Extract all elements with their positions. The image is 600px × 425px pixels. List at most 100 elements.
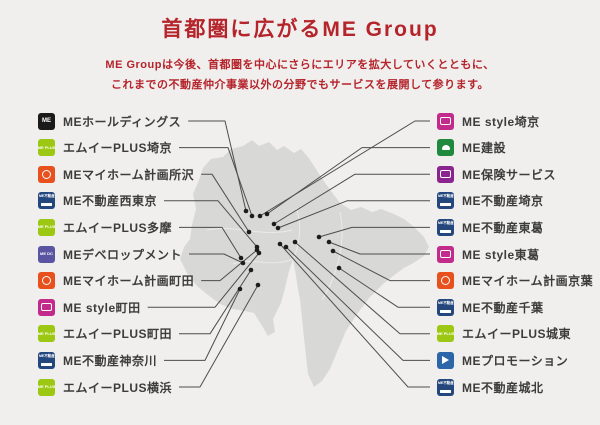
map-dot (275, 225, 281, 231)
company-item: ME PLUS エムイーPLUS埼京 (38, 139, 172, 157)
company-label: ME不動産東葛 (462, 220, 544, 235)
company-item: ME不動産 ME不動産西東京 (38, 192, 157, 210)
me-promotion-logo-icon (437, 351, 454, 369)
logo-glyph-text: ME PLUS (38, 224, 55, 230)
company-label: エムイーPLUS埼京 (63, 141, 173, 156)
me-hoken-logo-icon (437, 165, 454, 183)
company-label: MEマイホーム計画町田 (63, 274, 195, 289)
connector-lines (147, 120, 430, 388)
me-myhome-logo-icon (38, 272, 55, 290)
me-fudosan-logo-icon: ME不動産 (437, 192, 454, 210)
map-dot (330, 248, 336, 254)
me-style-logo-icon (437, 112, 454, 130)
logo-glyph-text: ME (42, 118, 51, 124)
company-label: MEホールディングス (63, 114, 182, 129)
logo-glyph-text: ME DC (40, 251, 53, 256)
company-label: ME不動産埼京 (462, 194, 544, 209)
logo-glyph (441, 145, 450, 151)
company-label: MEプロモーション (462, 353, 569, 368)
company-label: エムイーPLUS城東 (462, 327, 572, 342)
logo-glyph-text: ME PLUS (38, 144, 55, 150)
company-label: エムイーPLUS町田 (63, 327, 173, 342)
connector-line (201, 173, 250, 233)
logo-glyph-text: ME PLUS (38, 330, 55, 336)
company-label: ME style埼京 (462, 114, 540, 129)
company-item: ME不動産 ME不動産千葉 (437, 298, 544, 316)
connector-line (332, 250, 430, 282)
connector-line (279, 243, 430, 388)
map-dot (292, 239, 298, 245)
logo-glyph-text: ME不動産 (438, 300, 454, 305)
me-fudosan-logo-icon: ME不動産 (38, 351, 55, 369)
page-subtitle: ME Groupは今後、首都圏を中心にさらにエリアを拡大していくとともに、 これ… (0, 55, 600, 96)
me-fudosan-logo-icon: ME不動産 (437, 218, 454, 236)
connector-line (179, 269, 252, 335)
company-label: ME不動産神奈川 (63, 353, 158, 368)
map-dot (277, 241, 283, 247)
logo-glyph-text: ME PLUS (437, 330, 454, 336)
page-title: 首都圏に広がるME Group (161, 18, 439, 41)
connector-line (164, 288, 241, 361)
me-fudosan-logo-icon: ME不動産 (38, 192, 55, 210)
kanto-map (180, 140, 429, 387)
company-label: MEマイホーム計画京葉 (462, 274, 594, 289)
connector-line (328, 241, 430, 255)
map-dot (237, 286, 243, 292)
me-plus-logo-icon: ME PLUS (38, 378, 55, 396)
company-item: ME style町田 (38, 298, 141, 316)
connector-line (179, 147, 253, 217)
company-label: ME建設 (462, 141, 507, 156)
company-label: ME保険サービス (462, 167, 557, 182)
map-dot (257, 213, 263, 219)
company-label: エムイーPLUS多摩 (63, 220, 173, 235)
map-dot (255, 282, 261, 288)
company-item: ME PLUS エムイーPLUS多摩 (38, 218, 172, 236)
company-item: ME DC MEデベロップメント (38, 245, 182, 263)
company-item: ME不動産 ME不動産埼京 (437, 192, 544, 210)
connector-line (318, 226, 430, 238)
me-myhome-logo-icon (38, 165, 55, 183)
company-label: ME style町田 (63, 300, 141, 315)
company-item: ME style埼京 (437, 112, 540, 130)
company-item: ME不動産 ME不動産神奈川 (38, 351, 157, 369)
connector-line (277, 200, 430, 229)
me-fudosan-logo-icon: ME不動産 (437, 378, 454, 396)
company-label: ME不動産西東京 (63, 194, 158, 209)
me-style-logo-icon (437, 245, 454, 263)
company-item: ME不動産 ME不動産東葛 (437, 218, 544, 236)
logo-glyph (41, 303, 52, 312)
me-develop-logo-icon: ME DC (38, 245, 55, 263)
map-dot (264, 211, 270, 217)
me-plus-logo-icon: ME PLUS (38, 325, 55, 343)
connector-line (266, 147, 430, 215)
map-dot (271, 221, 277, 227)
connector-line (273, 173, 430, 225)
logo-glyph-text: ME不動産 (39, 353, 55, 358)
map-dot (238, 255, 244, 261)
company-label: ME不動産千葉 (462, 300, 544, 315)
connector-line (294, 241, 430, 335)
subtitle-line-2: これまでの不動産仲介事業以外の分野でもサービスを展開して参ります。 (110, 79, 490, 92)
connector-line (179, 284, 259, 388)
logo-glyph-text: ME不動産 (39, 194, 55, 199)
connector-line (259, 120, 430, 217)
company-item: MEマイホーム計画所沢 (38, 165, 194, 183)
connector-line (285, 246, 430, 361)
me-holdings-logo-icon: ME (38, 112, 55, 130)
me-kensetsu-logo-icon (437, 139, 454, 157)
company-label: エムイーPLUS横浜 (63, 380, 173, 395)
company-item: ME不動産 ME不動産城北 (437, 378, 544, 396)
map-dot (240, 260, 246, 266)
me-style-logo-icon (38, 298, 55, 316)
map-dot (283, 244, 289, 250)
map-dot (336, 265, 342, 271)
connector-line (338, 267, 430, 308)
map-dot (316, 234, 322, 240)
map-dot (248, 267, 254, 273)
company-item: MEプロモーション (437, 351, 568, 369)
connector-line (147, 252, 260, 308)
company-item: MEマイホーム計画京葉 (437, 272, 593, 290)
map-dot (326, 239, 332, 245)
